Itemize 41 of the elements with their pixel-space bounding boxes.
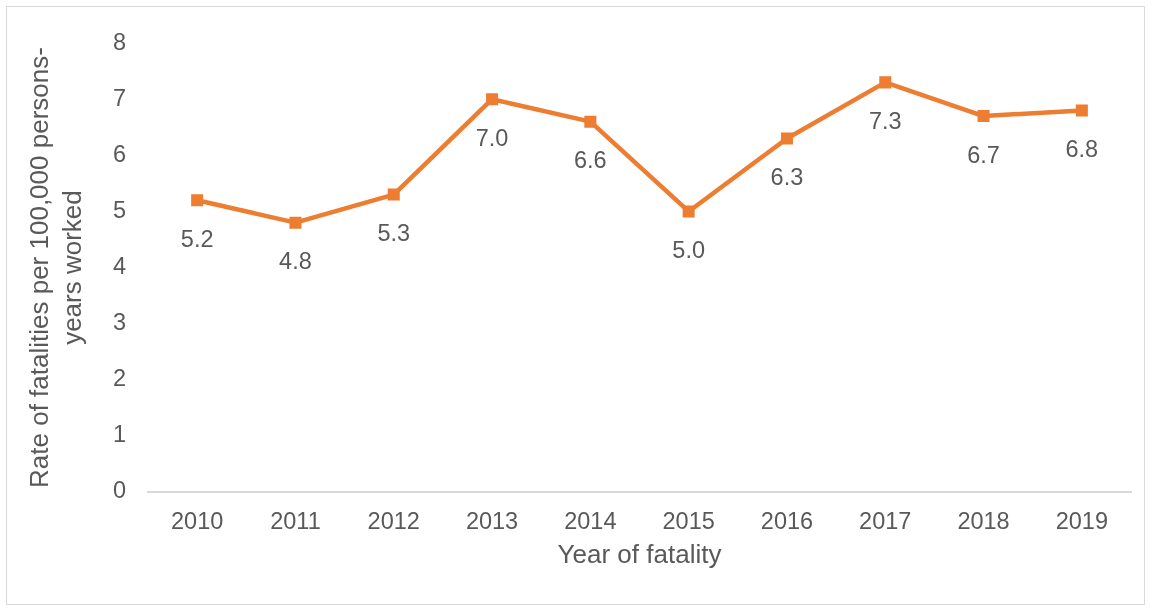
- data-label: 6.3: [770, 163, 804, 190]
- data-label: 5.3: [377, 220, 411, 247]
- y-tick-label: 7: [112, 84, 126, 111]
- y-tick-label: 2: [112, 365, 126, 392]
- point: [879, 76, 892, 89]
- x-tick-label: 2010: [171, 507, 224, 534]
- x-tick-label: 2011: [270, 507, 321, 534]
- y-tick-label: 3: [112, 309, 126, 336]
- y-tick-label: 4: [112, 253, 126, 280]
- point: [387, 188, 400, 201]
- point: [780, 132, 793, 145]
- point: [191, 194, 204, 207]
- y-tick-label: 6: [112, 140, 126, 167]
- x-tick-label: 2012: [367, 507, 420, 534]
- point: [289, 216, 302, 229]
- y-tick-label: 0: [112, 477, 126, 504]
- x-tick-label: 2016: [760, 507, 814, 534]
- data-label: 6.7: [967, 141, 1000, 168]
- y-tick-label: 8: [112, 28, 126, 55]
- data-label: 7.3: [868, 107, 902, 134]
- point: [682, 205, 695, 218]
- point: [486, 93, 499, 106]
- x-tick-label: 2015: [662, 507, 715, 534]
- x-tick-label: 2014: [564, 507, 617, 534]
- y-tick-label: 1: [112, 421, 126, 448]
- y-tick-label: 5: [112, 196, 126, 223]
- data-label: 5.0: [672, 236, 705, 263]
- x-tick-label: 2018: [957, 507, 1010, 534]
- data-label: 5.2: [180, 225, 214, 252]
- data-label: 6.6: [574, 147, 607, 174]
- data-label: 4.8: [279, 248, 312, 275]
- x-tick-label: 2013: [465, 507, 519, 534]
- x-axis-title: Year of fatality: [557, 538, 722, 569]
- x-tick-label: 2017: [859, 507, 912, 534]
- data-label: 7.0: [475, 124, 509, 151]
- point: [977, 110, 990, 123]
- data-label: 6.8: [1065, 135, 1099, 162]
- point: [1075, 104, 1088, 117]
- y-axis-title: Rate of fatalities per 100,000 persons-years worked: [24, 47, 87, 488]
- point: [584, 115, 597, 128]
- x-tick-label: 2019: [1055, 507, 1108, 534]
